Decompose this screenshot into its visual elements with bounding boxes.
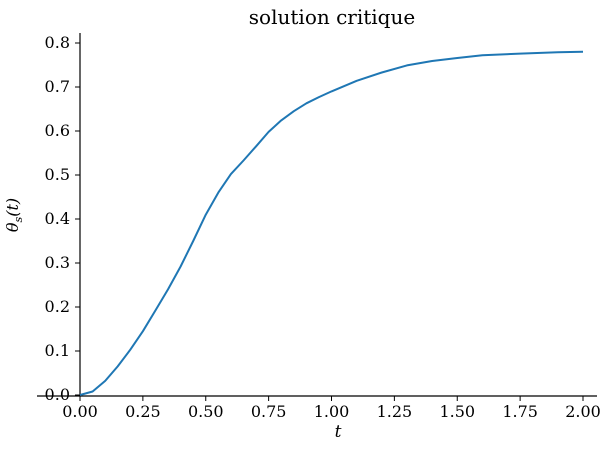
y-tick-label: 0.1 <box>44 341 70 360</box>
y-tick-label: 0.8 <box>44 33 70 52</box>
x-tick-label: 1.50 <box>439 402 476 421</box>
y-tick-label: 0.3 <box>44 253 70 272</box>
y-tick-label: 0.7 <box>44 77 70 96</box>
x-tick-label: 1.00 <box>313 402 350 421</box>
x-tick-label: 2.00 <box>565 402 601 421</box>
y-tick-label: 0.2 <box>44 297 70 316</box>
chart-title: solution critique <box>248 5 416 29</box>
y-tick-label: 0.6 <box>44 121 70 140</box>
x-tick-label: 1.25 <box>376 402 413 421</box>
x-axis-label: t <box>334 422 342 442</box>
x-tick-label: 0.25 <box>125 402 161 421</box>
x-tick-label: 0.50 <box>187 402 224 421</box>
y-tick-label: 0.5 <box>44 165 70 184</box>
x-tick-label: 0.75 <box>250 402 287 421</box>
y-tick-label: 0.4 <box>44 209 70 228</box>
y-tick-label: 0.0 <box>44 385 70 404</box>
x-tick-label: 0.00 <box>62 402 98 421</box>
x-tick-label: 1.75 <box>502 402 538 421</box>
solution-curve <box>79 50 584 396</box>
